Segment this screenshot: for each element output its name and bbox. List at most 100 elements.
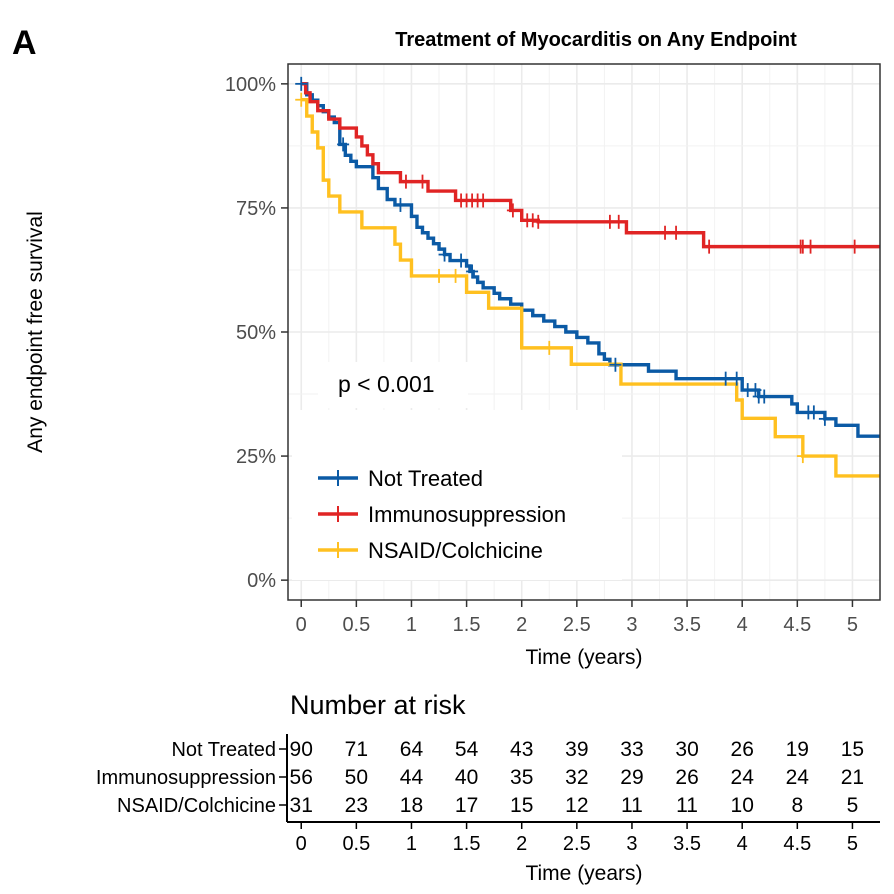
censor-mark-immunosuppression [399, 174, 412, 189]
risk-count: 32 [565, 766, 588, 789]
risk-count: 15 [510, 794, 533, 817]
risk-count: 35 [510, 766, 533, 789]
risk-count: 19 [786, 738, 809, 761]
y-tick-label: 50% [236, 322, 276, 344]
risk-count: 24 [786, 766, 810, 789]
censor-mark-immunosuppression [416, 174, 429, 189]
censor-mark-not-treated [394, 197, 407, 212]
risk-count: 18 [400, 794, 423, 817]
risk-x-tick-label: 0 [296, 833, 307, 855]
censor-mark-nsaid-colchicine [295, 92, 308, 107]
y-tick-label: 100% [225, 74, 276, 96]
x-tick-label: 0 [296, 614, 307, 636]
x-tick-label: 1 [406, 614, 417, 636]
x-tick-label: 4 [737, 614, 748, 636]
censor-mark-immunosuppression [477, 193, 490, 208]
risk-count: 26 [675, 766, 698, 789]
risk-count: 29 [620, 766, 643, 789]
x-tick-label: 0.5 [342, 614, 370, 636]
legend-item-immunosuppression: Immunosuppression [318, 502, 566, 527]
risk-row-label-nsaid-colchicine: NSAID/Colchicine [117, 795, 276, 817]
x-tick-label: 3 [626, 614, 637, 636]
censor-mark-immunosuppression [532, 214, 545, 229]
censor-mark-immunosuppression [670, 225, 683, 240]
risk-x-tick-label: 4 [737, 833, 748, 855]
p-value-background [318, 362, 468, 408]
censor-mark-immunosuppression [506, 203, 519, 218]
legend-item-not-treated: Not Treated [318, 466, 483, 491]
risk-count: 39 [565, 738, 588, 761]
risk-table-title: Number at risk [290, 690, 466, 720]
risk-count: 50 [345, 766, 368, 789]
y-tick-label: 0% [247, 570, 276, 592]
risk-count: 24 [731, 766, 755, 789]
censor-mark-not-treated [455, 253, 468, 268]
legend-item-nsaid-colchicine: NSAID/Colchicine [318, 538, 543, 563]
censor-mark-nsaid-colchicine [796, 449, 809, 464]
risk-count: 11 [676, 794, 698, 817]
risk-count: 44 [400, 766, 424, 789]
censor-mark-not-treated [609, 357, 622, 372]
censor-mark-immunosuppression [804, 239, 817, 254]
risk-count: 43 [510, 738, 533, 761]
risk-count: 33 [620, 738, 643, 761]
risk-count: 10 [731, 794, 754, 817]
censor-mark-not-treated [466, 264, 479, 279]
censor-mark-immunosuppression [848, 239, 861, 254]
x-axis: 0 0.5 1 1.5 2 2.5 3 3.5 4 4.5 5 [296, 600, 858, 636]
y-axis: 0% 25% 50% 75% 100% [225, 74, 288, 592]
risk-x-tick-label: 5 [847, 833, 858, 855]
censor-mark-not-treated [337, 137, 350, 152]
censor-mark-immunosuppression [612, 214, 625, 229]
plot-area: p < 0.001 Not Treated Immunosuppression NS… [287, 63, 881, 601]
risk-count: 40 [455, 766, 478, 789]
censor-mark-nsaid-colchicine [543, 340, 556, 355]
censor-mark-not-treated [438, 247, 451, 262]
risk-x-tick-label: 3.5 [673, 833, 701, 855]
x-tick-label: 2.5 [563, 614, 591, 636]
risk-count: 8 [791, 794, 803, 817]
censor-mark-not-treated [818, 411, 831, 426]
panel-label: A [12, 24, 37, 62]
censor-mark-nsaid-colchicine [449, 268, 462, 283]
risk-count: 31 [290, 794, 313, 817]
risk-x-tick-label: 3 [626, 833, 637, 855]
x-tick-label: 2 [516, 614, 527, 636]
risk-count: 56 [290, 766, 313, 789]
risk-table-x-axis-title: Time (years) [525, 862, 642, 885]
legend-label-nsaid-colchicine: NSAID/Colchicine [368, 538, 543, 563]
series-line-not-treated [301, 82, 880, 438]
series-line-immunosuppression [301, 82, 880, 249]
legend-label-immunosuppression: Immunosuppression [368, 502, 566, 527]
risk-x-tick-label: 2.5 [563, 833, 591, 855]
risk-count: 26 [731, 738, 754, 761]
risk-count: 11 [621, 794, 643, 817]
censor-mark-not-treated [807, 405, 820, 420]
legend-label-not-treated: Not Treated [368, 466, 483, 491]
risk-x-tick-label: 4.5 [783, 833, 811, 855]
censor-mark-immunosuppression [526, 213, 539, 228]
p-value-annotation: p < 0.001 [338, 371, 435, 397]
censor-mark-immunosuppression [659, 225, 672, 240]
risk-count: 54 [455, 738, 479, 761]
censor-mark-not-treated [730, 371, 743, 386]
risk-count: 17 [455, 794, 478, 817]
censor-marks [295, 76, 861, 464]
y-axis-title: Any endpoint free survival [24, 211, 47, 453]
risk-count: 71 [345, 738, 368, 761]
risk-count: 12 [565, 794, 588, 817]
risk-count: 21 [841, 766, 864, 789]
grid [288, 64, 880, 600]
risk-count: 15 [841, 738, 864, 761]
risk-count: 23 [345, 794, 368, 817]
risk-row-label-immunosuppression: Immunosuppression [96, 767, 276, 789]
risk-table: Not Treated 90 71 64 54 43 39 33 30 26 19 15Immunos… [96, 734, 880, 855]
risk-count: 30 [675, 738, 698, 761]
risk-x-tick-label: 2 [516, 833, 527, 855]
chart-title: Treatment of Myocarditis on Any Endpoint [395, 29, 797, 51]
legend: Not Treated Immunosuppression NSAID/Colchi… [292, 410, 622, 580]
censor-mark-immunosuppression [703, 239, 716, 254]
y-tick-label: 75% [236, 198, 276, 220]
censor-mark-not-treated [758, 389, 771, 404]
risk-x-tick-label: 1 [406, 833, 417, 855]
